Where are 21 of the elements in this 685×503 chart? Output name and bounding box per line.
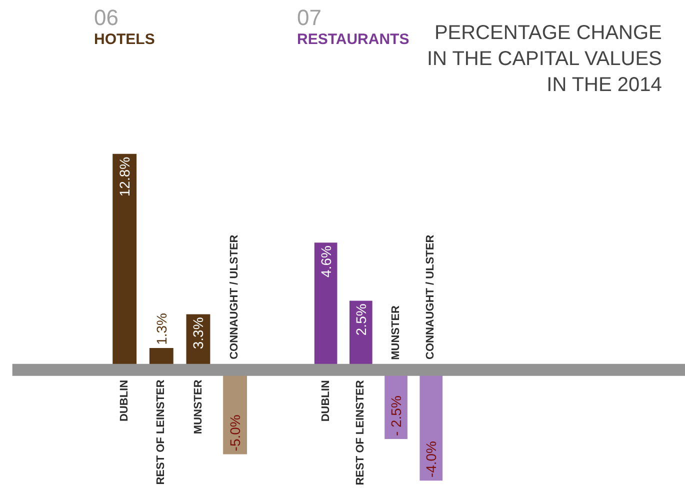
data-label: 12.8% — [116, 156, 133, 197]
x-tick-label: MUNSTER — [390, 305, 402, 360]
data-label: - 2.5% — [388, 396, 404, 436]
x-tick-label: DUBLIN — [118, 380, 131, 422]
data-label: 1.3% — [153, 313, 170, 345]
text: PERCENTAGE CHANGE IN THE CAPITAL VALUES IN THE 2014 — [427, 22, 662, 96]
chart-title: 06 — [94, 5, 118, 30]
x-tick-label: REST OF LEINSTER — [155, 380, 168, 485]
x-tick-label: CONNAUGHT / ULSTER — [424, 234, 437, 360]
data-label: 3.3% — [190, 317, 206, 350]
chart-title: 07 — [297, 5, 322, 30]
data-label: -4.0% — [423, 440, 440, 478]
x-tick-label: CONNAUGHT / ULSTER — [228, 234, 241, 360]
x-tick-label: MUNSTER — [192, 380, 204, 434]
chart-subtitle: RESTAURANTS — [297, 31, 410, 48]
x-tick-label: DUBLIN — [320, 380, 332, 422]
data-label: 2.5% — [352, 304, 369, 336]
data-label: 4.6% — [318, 246, 334, 278]
chart-subtitle: HOTELS — [94, 31, 155, 48]
data-label: -5.0% — [227, 414, 244, 452]
x-tick-label: REST OF LEINSTER — [354, 380, 367, 486]
